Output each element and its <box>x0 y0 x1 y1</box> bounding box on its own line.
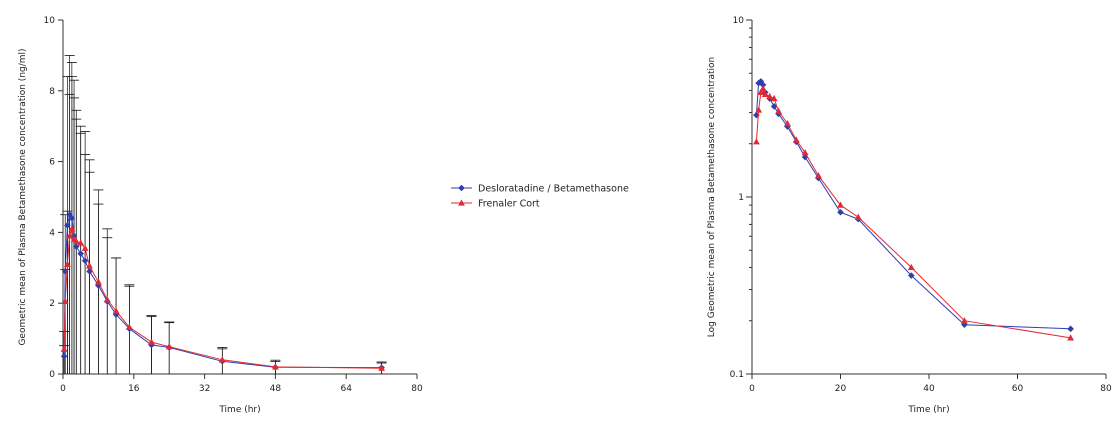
data-point-frenaler-cort <box>753 138 760 145</box>
y-tick-label: 6 <box>49 158 55 168</box>
x-tick-label: 0 <box>749 384 755 394</box>
y-tick-label: 10 <box>44 16 56 26</box>
data-point-frenaler-cort <box>801 149 809 156</box>
legend-marker <box>458 199 465 206</box>
data-point-desloratadine-betamethasone <box>77 250 84 257</box>
x-axis-label: Time (hr) <box>907 405 949 415</box>
data-point-frenaler-cort <box>378 364 385 371</box>
legend-marker <box>458 184 465 192</box>
data-point-frenaler-cort <box>761 90 769 97</box>
x-tick-label: 20 <box>835 384 847 394</box>
data-point-frenaler-cort <box>757 88 765 95</box>
data-point-desloratadine-betamethasone <box>60 353 68 360</box>
data-point-frenaler-cort <box>272 363 279 370</box>
series-line-frenaler-cort <box>755 87 1071 339</box>
x-tick-label: 32 <box>199 384 210 394</box>
data-point-frenaler-cort <box>66 232 74 239</box>
x-axis-label: Time (hr) <box>218 405 260 415</box>
data-point-frenaler-cort <box>792 136 800 143</box>
data-point-frenaler-cort <box>218 356 226 363</box>
data-point-desloratadine-betamethasone <box>68 214 76 222</box>
x-tick-label: 48 <box>270 384 282 394</box>
data-point-frenaler-cort <box>68 225 76 232</box>
data-point-frenaler-cort <box>759 84 767 92</box>
data-point-frenaler-cort <box>95 278 102 285</box>
data-point-frenaler-cort <box>60 345 68 352</box>
data-point-desloratadine-betamethasone <box>759 81 767 89</box>
data-point-desloratadine-betamethasone <box>64 222 71 229</box>
data-point-frenaler-cort <box>766 92 774 100</box>
y-axis-label: Geometric mean of Plasma Betamethasone c… <box>18 48 28 345</box>
data-point-frenaler-cort <box>814 172 822 179</box>
data-point-frenaler-cort <box>837 201 844 208</box>
data-point-frenaler-cort <box>961 317 968 324</box>
data-point-desloratadine-betamethasone <box>112 311 120 318</box>
data-point-frenaler-cort <box>148 338 155 345</box>
data-point-desloratadine-betamethasone <box>801 153 809 161</box>
data-point-frenaler-cort <box>112 307 120 314</box>
data-point-desloratadine-betamethasone <box>770 103 778 110</box>
data-point-frenaler-cort <box>86 262 93 269</box>
data-point-frenaler-cort <box>72 237 80 244</box>
y-tick-label: 10 <box>733 16 745 26</box>
data-point-frenaler-cort <box>61 297 69 305</box>
x-tick-label: 64 <box>340 384 352 394</box>
y-tick-label: 0 <box>49 370 55 380</box>
x-tick-label: 80 <box>1100 384 1112 394</box>
data-point-frenaler-cort <box>784 119 791 127</box>
data-point-frenaler-cort <box>165 343 173 350</box>
x-tick-label: 16 <box>128 384 140 394</box>
data-point-desloratadine-betamethasone <box>1067 325 1074 333</box>
series-line-desloratadine-betamethasone <box>755 80 1071 330</box>
y-tick-label: 8 <box>49 87 55 97</box>
data-point-frenaler-cort <box>907 263 915 271</box>
data-point-desloratadine-betamethasone <box>81 257 89 265</box>
data-point-frenaler-cort <box>1067 334 1074 341</box>
y-tick-label: 2 <box>49 299 55 309</box>
legend-label: Desloratadine / Betamethasone <box>478 184 629 195</box>
data-point-frenaler-cort <box>64 260 71 267</box>
data-point-desloratadine-betamethasone <box>908 272 915 279</box>
y-tick-label: 1 <box>738 193 744 203</box>
data-point-frenaler-cort <box>755 106 763 113</box>
data-point-frenaler-cort <box>77 239 85 246</box>
data-point-frenaler-cort <box>125 323 133 330</box>
data-point-frenaler-cort <box>103 296 111 303</box>
data-point-desloratadine-betamethasone <box>66 211 73 218</box>
legend-label: Frenaler Cort <box>478 199 540 210</box>
x-tick-label: 0 <box>60 384 66 394</box>
data-point-frenaler-cort <box>854 213 862 220</box>
legend: Desloratadine / Betamethasone Frenaler Co… <box>451 184 629 210</box>
data-point-frenaler-cort <box>775 107 782 114</box>
data-point-desloratadine-betamethasone <box>837 208 844 216</box>
linear-concentration-chart: 0 16 32 48 64 80 0 2 4 6 8 10 Time (hr) Geometric mea… <box>18 16 423 415</box>
y-axis-label: Log Geometric mean of Plasma Betamethaso… <box>707 57 717 337</box>
data-point-desloratadine-betamethasone <box>86 268 93 275</box>
x-tick-label: 40 <box>923 384 935 394</box>
y-tick-label: 0.1 <box>730 370 744 380</box>
data-point-frenaler-cort <box>770 94 778 102</box>
data-point-frenaler-cort <box>81 244 89 251</box>
x-tick-label: 80 <box>411 384 423 394</box>
y-tick-label: 4 <box>49 228 55 238</box>
log-concentration-chart: 0 20 40 60 80 0.1 1 10 Time (hr) Log Geometric me… <box>707 16 1112 415</box>
x-tick-label: 60 <box>1012 384 1024 394</box>
